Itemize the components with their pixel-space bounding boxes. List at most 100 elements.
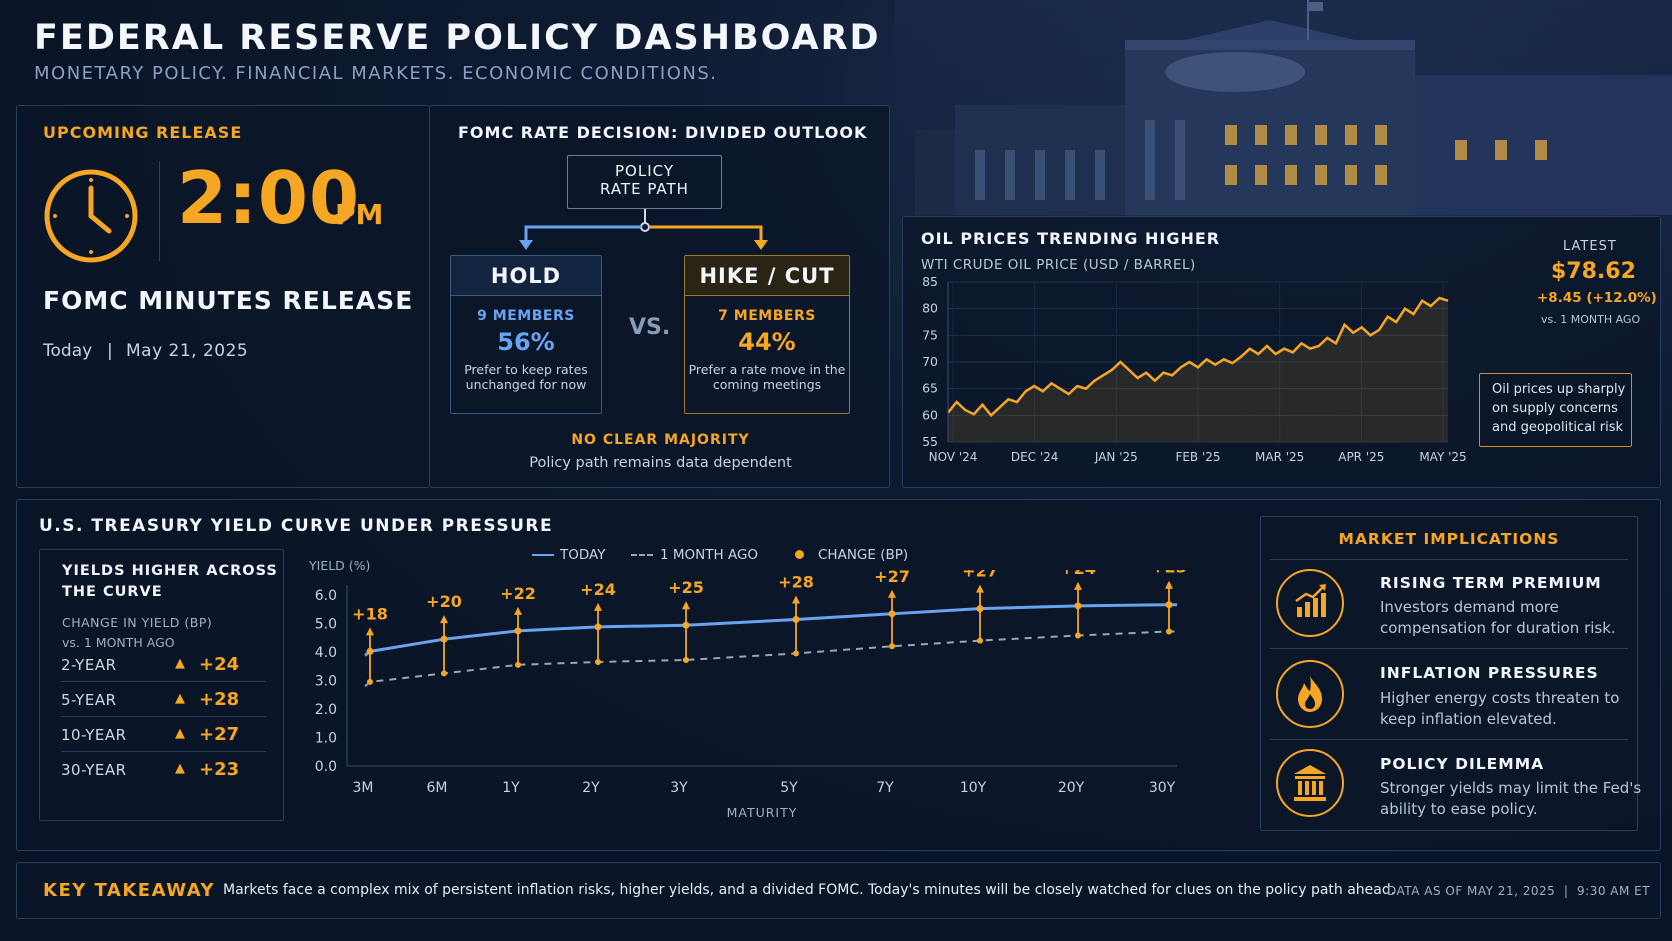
change-arrowhead (594, 602, 602, 611)
legend-month-swatch (631, 554, 653, 556)
maturity-tick: 30Y (1149, 780, 1176, 796)
implication-2-text1: Higher energy costs threaten to (1380, 689, 1620, 707)
month-point (793, 650, 799, 657)
today-point (888, 610, 896, 618)
yield-y-tick: 6.0 (315, 588, 337, 604)
oil-y-tick: 75 (922, 327, 938, 342)
oil-callout: Oil prices up sharply on supply concerns… (1479, 373, 1632, 447)
implication-1-text2: compensation for duration risk. (1380, 619, 1616, 637)
change-arrowhead (1074, 581, 1082, 590)
today-point (366, 647, 374, 655)
implication-1-icon-ring (1276, 569, 1344, 637)
change-label: +24 (580, 580, 616, 599)
change-label: +27 (874, 570, 910, 586)
maturity-tick: 20Y (1058, 780, 1085, 796)
summary-row-change: +24 (199, 654, 240, 675)
hike-text2: coming meetings (712, 377, 822, 392)
maturity-tick: 6M (427, 780, 448, 796)
hike-label: HIKE / CUT (685, 256, 849, 296)
yield-axis-label: YIELD (%) (309, 558, 371, 573)
month-point (683, 656, 689, 663)
today-point (1165, 601, 1173, 609)
bar-chart-up-icon (1295, 584, 1326, 617)
implications-box (1260, 516, 1638, 831)
legend-today-label: TODAY (560, 547, 606, 563)
change-arrowhead (514, 606, 522, 615)
implications-title: MARKET IMPLICATIONS (1338, 530, 1560, 548)
hike-pct: 44% (738, 328, 796, 356)
today-point (514, 627, 522, 635)
summary-row-divider (61, 751, 266, 752)
hike-text1: Prefer a rate move in the (688, 362, 846, 377)
oil-latest-label: LATEST (1563, 239, 1617, 254)
release-date: May 21, 2025 (126, 341, 249, 361)
yield-y-tick: 4.0 (315, 645, 337, 661)
month-point (1075, 632, 1081, 639)
summary-row-change: +23 (199, 759, 240, 780)
today-point (792, 616, 800, 624)
implications-divider-2 (1270, 739, 1628, 740)
oil-area (948, 298, 1448, 442)
clock-divider (159, 161, 160, 261)
clock-icon (44, 169, 138, 263)
month-point (441, 670, 447, 677)
release-label: UPCOMING RELEASE (43, 123, 243, 142)
yield-y-tick: 5.0 (315, 617, 337, 633)
oil-callout-line2: on supply concerns (1492, 401, 1618, 416)
federal-reserve-building-image (895, 0, 1672, 215)
hold-members: 9 MEMBERS (477, 308, 575, 324)
oil-y-tick: 70 (922, 354, 938, 369)
policy-path-line2: RATE PATH (600, 180, 689, 198)
bank-building-icon (1294, 765, 1326, 801)
release-day: Today (43, 341, 93, 361)
implication-1-text1: Investors demand more (1380, 598, 1559, 616)
today-point (976, 605, 984, 613)
legend-change-dot (795, 550, 804, 559)
oil-latest-change: +8.45 (+12.0%) (1537, 290, 1657, 306)
policy-path-box: POLICY RATE PATH (567, 155, 722, 209)
up-triangle-icon: ▲ (175, 761, 185, 776)
oil-x-tick: JAN '25 (1094, 450, 1138, 464)
summary-row-label: 30-YEAR (61, 761, 127, 779)
yield-title: U.S. TREASURY YIELD CURVE UNDER PRESSURE (39, 516, 554, 536)
oil-y-tick: 65 (922, 381, 938, 396)
legend-month-label: 1 MONTH AGO (660, 547, 759, 563)
hold-label: HOLD (451, 256, 601, 296)
takeaway-text: Markets face a complex mix of persistent… (223, 882, 1396, 898)
change-arrowhead (888, 589, 896, 598)
series-today-line (364, 603, 1177, 657)
change-arrowhead (366, 627, 374, 636)
hold-text1: Prefer to keep rates (464, 362, 588, 377)
maturity-tick: 2Y (582, 780, 600, 796)
flame-icon (1298, 676, 1322, 712)
implication-3-text2: ability to ease policy. (1380, 800, 1538, 818)
oil-title: OIL PRICES TRENDING HIGHER (921, 229, 1221, 248)
release-event: FOMC MINUTES RELEASE (43, 286, 414, 315)
implication-3-icon-ring (1276, 749, 1344, 817)
month-point (515, 661, 521, 668)
change-label: +25 (668, 578, 704, 597)
oil-x-tick: MAR '25 (1255, 450, 1304, 464)
change-label: +28 (778, 573, 814, 592)
summary-title-line2: THE CURVE (62, 584, 163, 600)
yield-y-tick: 0.0 (315, 759, 337, 775)
today-point (1074, 602, 1082, 610)
up-triangle-icon: ▲ (175, 656, 185, 671)
change-arrowhead (792, 595, 800, 604)
vs-label: VS. (629, 315, 671, 340)
yield-y-tick: 1.0 (315, 731, 337, 747)
month-point (1166, 628, 1172, 635)
release-time: 2:00 (177, 156, 361, 240)
today-point (440, 635, 448, 643)
fomc-decision-panel: FOMC RATE DECISION: DIVIDED OUTLOOK POLI… (429, 105, 890, 488)
summary-row-change: +27 (199, 724, 240, 745)
oil-y-tick: 80 (922, 301, 938, 316)
change-label: +24 (1060, 570, 1096, 578)
maturity-axis-label: MATURITY (727, 805, 798, 820)
yield-curve-chart: 6.0 5.0 4.0 3.0 2.0 1.0 0.0 +18 3M +20 6M +22 1Y +24 2… (315, 570, 1187, 820)
today-point (594, 623, 602, 631)
upcoming-release-panel: UPCOMING RELEASE 2:00 PM FOMC MINUTES RE… (16, 105, 430, 488)
maturity-tick: 3M (353, 780, 374, 796)
policy-path-line1: POLICY (614, 162, 674, 180)
change-label: +20 (426, 592, 462, 611)
